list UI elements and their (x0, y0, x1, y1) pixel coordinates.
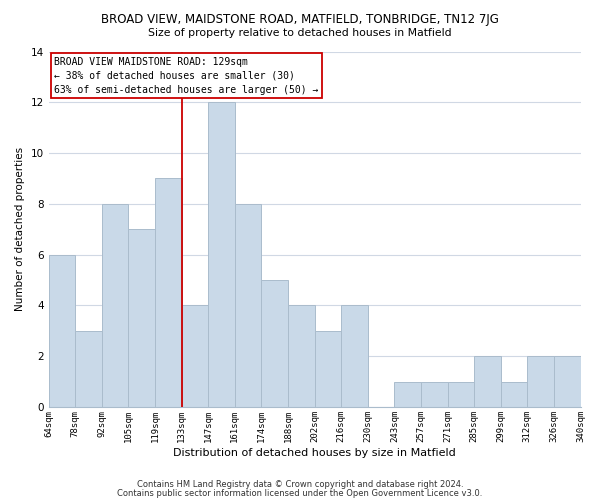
Text: Size of property relative to detached houses in Matfield: Size of property relative to detached ho… (148, 28, 452, 38)
Text: BROAD VIEW, MAIDSTONE ROAD, MATFIELD, TONBRIDGE, TN12 7JG: BROAD VIEW, MAIDSTONE ROAD, MATFIELD, TO… (101, 12, 499, 26)
Bar (235, 204, 262, 407)
Bar (448, 382, 474, 407)
Text: Contains HM Land Registry data © Crown copyright and database right 2024.: Contains HM Land Registry data © Crown c… (137, 480, 463, 489)
Bar (421, 382, 448, 407)
Bar (208, 102, 235, 407)
Bar (501, 382, 527, 407)
Bar (262, 280, 288, 407)
Bar (128, 229, 155, 407)
Text: BROAD VIEW MAIDSTONE ROAD: 129sqm
← 38% of detached houses are smaller (30)
63% : BROAD VIEW MAIDSTONE ROAD: 129sqm ← 38% … (54, 57, 319, 95)
Bar (554, 356, 581, 407)
Bar (474, 356, 501, 407)
X-axis label: Distribution of detached houses by size in Matfield: Distribution of detached houses by size … (173, 448, 456, 458)
Bar (49, 254, 75, 407)
Y-axis label: Number of detached properties: Number of detached properties (15, 147, 25, 312)
Bar (394, 382, 421, 407)
Bar (102, 204, 128, 407)
Bar (182, 306, 208, 407)
Bar (527, 356, 554, 407)
Bar (288, 306, 314, 407)
Bar (75, 331, 102, 407)
Bar (155, 178, 182, 407)
Text: Contains public sector information licensed under the Open Government Licence v3: Contains public sector information licen… (118, 488, 482, 498)
Bar (341, 306, 368, 407)
Bar (314, 331, 341, 407)
